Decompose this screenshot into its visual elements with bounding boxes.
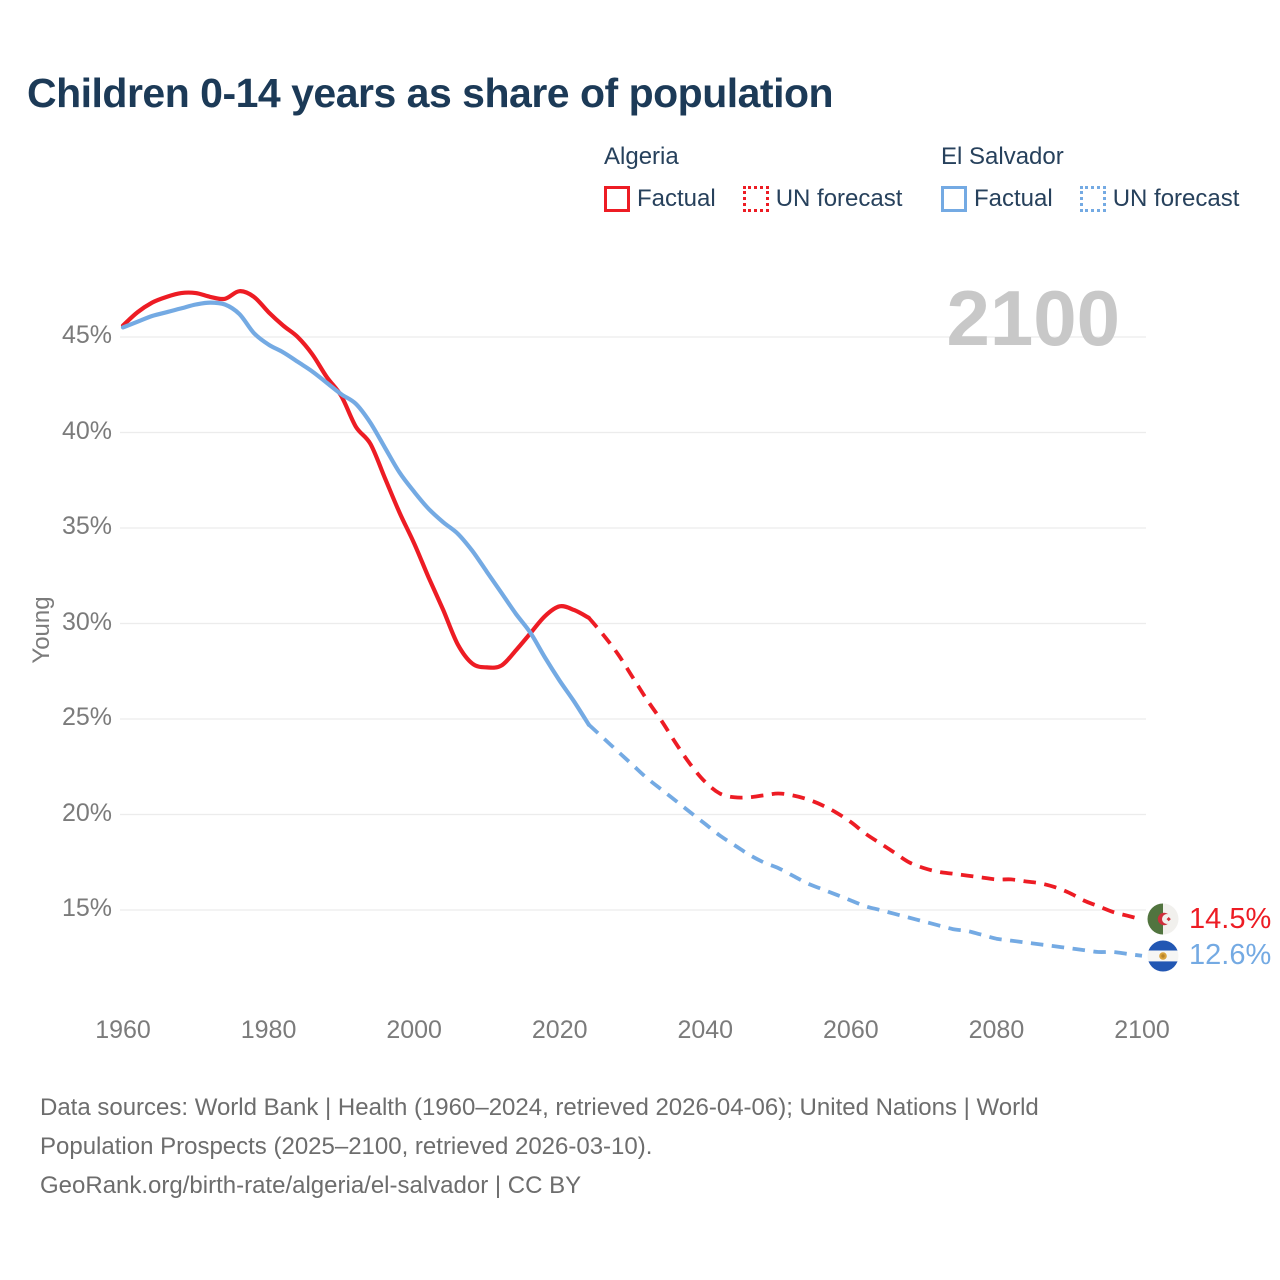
page-title: Children 0-14 years as share of populati… <box>27 70 834 116</box>
legend-el-salvador: El Salvador Factual UN forecast <box>941 143 1239 213</box>
y-tick-label-25: 25% <box>61 703 112 731</box>
series-algeria-un-forecast[interactable] <box>587 616 1143 922</box>
series-el-salvador-un-forecast[interactable] <box>587 723 1143 958</box>
x-tick-label-1960: 1960 <box>95 1016 151 1044</box>
watermark-year: 2100 <box>946 274 1120 362</box>
source-line-2: Population Prospects (2025–2100, retriev… <box>40 1133 653 1160</box>
series-lines <box>120 289 1143 958</box>
x-tick-label-2060: 2060 <box>823 1016 879 1044</box>
algeria-end-value: 14.5% <box>1189 903 1272 935</box>
legend-algeria-factual-label[interactable]: Factual <box>637 185 716 212</box>
series-el-salvador-factual[interactable] <box>120 300 591 727</box>
legend-el-salvador-factual-label[interactable]: Factual <box>974 185 1053 212</box>
y-tick-label-20: 20% <box>61 798 112 827</box>
legend-algeria-header: Algeria <box>604 143 679 170</box>
gridlines <box>120 336 1146 911</box>
algeria-forecast-swatch-icon[interactable] <box>742 186 769 212</box>
x-tick-label-2040: 2040 <box>677 1016 734 1044</box>
source-line-1: Data sources: World Bank | Health (1960–… <box>40 1094 1039 1121</box>
x-tick-label-2020: 2020 <box>531 1016 588 1044</box>
x-tick-label-2000: 2000 <box>386 1016 442 1044</box>
series-algeria-factual[interactable] <box>120 289 591 670</box>
y-tick-label-15: 15% <box>61 894 112 922</box>
x-tick-label-2080: 2080 <box>968 1016 1025 1044</box>
data-sources: Data sources: World Bank | Health (1960–… <box>40 1088 1039 1205</box>
x-tick-label-1980: 1980 <box>240 1016 297 1044</box>
el-salvador-flag-icon <box>1147 940 1179 972</box>
algeria-factual-swatch-icon[interactable] <box>604 186 630 212</box>
el-salvador-end-value: 12.6% <box>1189 939 1272 971</box>
legend-algeria: Algeria Factual UN forecast <box>604 143 902 213</box>
x-tick-label-2100: 2100 <box>1114 1016 1170 1044</box>
legend-el-salvador-header: El Salvador <box>941 143 1064 170</box>
y-tick-label-30: 30% <box>61 607 112 636</box>
el-salvador-factual-swatch-icon[interactable] <box>941 186 967 212</box>
el-salvador-forecast-swatch-icon[interactable] <box>1079 186 1106 212</box>
legend-el-salvador-forecast-label[interactable]: UN forecast <box>1112 185 1240 212</box>
y-tick-label-45: 45% <box>61 321 112 349</box>
algeria-flag-icon <box>1147 903 1179 935</box>
source-line-3[interactable]: GeoRank.org/birth-rate/algeria/el-salvad… <box>40 1172 582 1199</box>
legend-algeria-forecast-label[interactable]: UN forecast <box>775 185 903 212</box>
y-tick-label-35: 35% <box>61 512 112 540</box>
y-tick-label-40: 40% <box>61 416 112 445</box>
